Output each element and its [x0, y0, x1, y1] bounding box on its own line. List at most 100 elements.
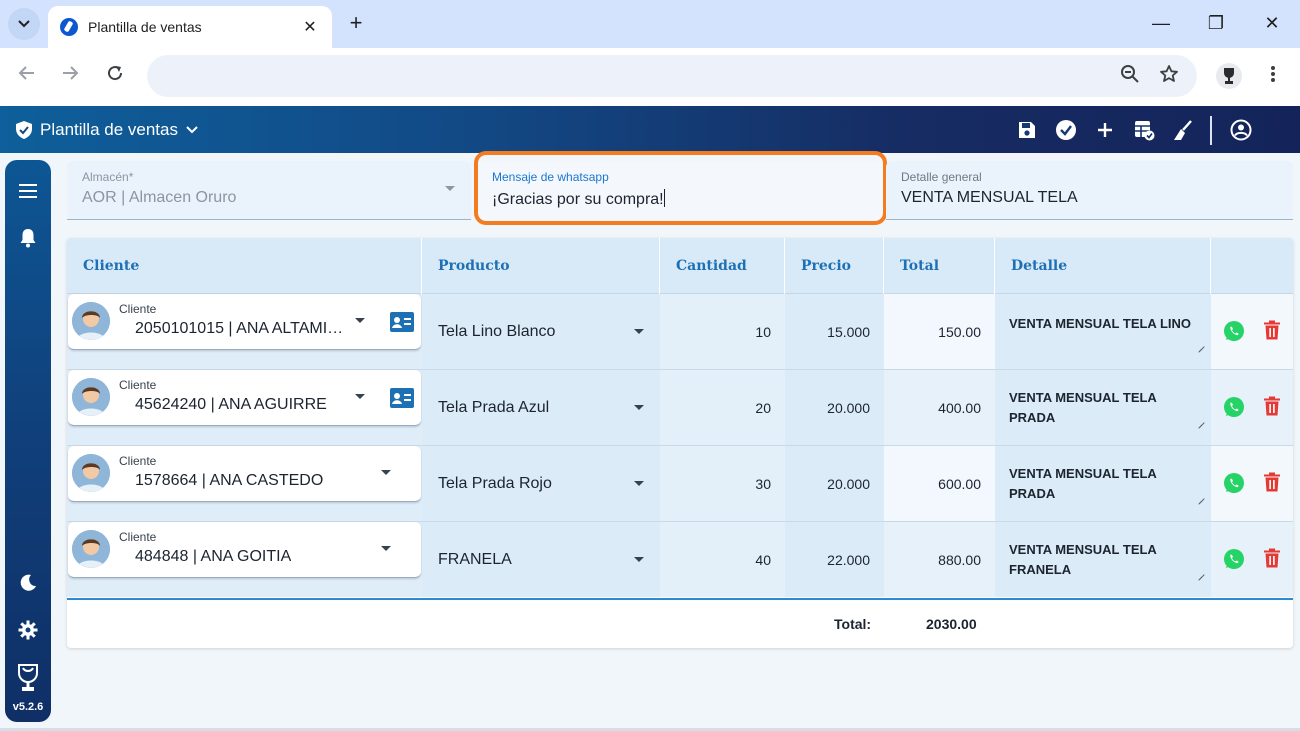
account-button[interactable] — [1228, 117, 1254, 143]
quantity-value: 40 — [755, 552, 771, 568]
almacen-select[interactable]: Almacén* AOR | Almacen Oruro — [67, 161, 471, 220]
trash-icon[interactable] — [1263, 320, 1281, 340]
whatsapp-icon[interactable] — [1223, 396, 1245, 418]
chevron-down-icon — [18, 20, 30, 28]
plus-icon — [1098, 123, 1112, 137]
resize-handle-icon[interactable] — [1193, 341, 1205, 353]
dropdown-arrow-icon — [634, 481, 644, 486]
quantity-input[interactable]: 40 — [660, 522, 785, 597]
quantity-input[interactable]: 20 — [660, 370, 785, 445]
address-bar[interactable] — [147, 55, 1197, 97]
resize-handle-icon[interactable] — [1193, 417, 1205, 429]
cell-actions — [1211, 522, 1293, 597]
extension-button[interactable] — [1216, 63, 1242, 89]
app-title-menu[interactable]: Plantilla de ventas — [16, 106, 198, 153]
detail-textarea[interactable]: VENTA MENSUAL TELA FRANELA — [995, 522, 1211, 597]
detail-textarea[interactable]: VENTA MENSUAL TELA PRADA — [995, 370, 1211, 445]
notifications-button[interactable] — [16, 226, 40, 250]
clean-button[interactable] — [1170, 117, 1196, 143]
trophy-icon — [1224, 68, 1234, 84]
save-icon — [1019, 122, 1035, 138]
client-select[interactable]: Cliente 45624240 | ANA AGUIRRE — [68, 370, 421, 426]
product-select[interactable]: Tela Prada Azul — [422, 370, 660, 445]
product-value: FRANELA — [438, 551, 512, 568]
shield-check-icon — [16, 120, 32, 139]
add-button[interactable] — [1092, 117, 1118, 143]
product-select[interactable]: Tela Prada Rojo — [422, 446, 660, 521]
menu-button[interactable] — [16, 179, 40, 203]
avatar — [72, 302, 110, 340]
quantity-value: 20 — [755, 400, 771, 416]
table-row: Cliente 2050101015 | ANA ALTAMIR... Tela… — [67, 294, 1293, 370]
detalle-general-field[interactable]: Detalle general VENTA MENSUAL TELA — [886, 161, 1293, 220]
avatar — [72, 530, 110, 568]
contact-card-icon[interactable] — [390, 388, 414, 408]
app-title: Plantilla de ventas — [40, 119, 178, 139]
cell-actions — [1211, 446, 1293, 521]
new-tab-button[interactable]: + — [349, 10, 363, 35]
checklist-button[interactable] — [1131, 117, 1157, 143]
detail-value: VENTA MENSUAL TELA LINO — [1009, 316, 1191, 331]
grand-total-value: 2030.00 — [926, 616, 977, 632]
focus-highlight — [474, 151, 887, 225]
zoom-button[interactable] — [1117, 64, 1143, 90]
dark-mode-button[interactable] — [16, 571, 40, 595]
cell-actions — [1211, 370, 1293, 445]
client-select[interactable]: Cliente 2050101015 | ANA ALTAMIR... — [68, 294, 421, 350]
detail-textarea[interactable]: VENTA MENSUAL TELA LINO — [995, 294, 1211, 369]
settings-button[interactable] — [16, 618, 40, 642]
browser-menu-button[interactable] — [1262, 63, 1284, 91]
detail-value: VENTA MENSUAL TELA PRADA — [1009, 466, 1157, 501]
client-label: Cliente — [119, 454, 157, 468]
quantity-input[interactable]: 10 — [660, 294, 785, 369]
more-vertical-icon — [1271, 66, 1275, 82]
tab-search-button[interactable] — [8, 8, 40, 40]
tab-close-button[interactable]: ✕ — [303, 19, 317, 36]
bookmark-button[interactable] — [1156, 64, 1182, 90]
quantity-input[interactable]: 30 — [660, 446, 785, 521]
dropdown-arrow-icon — [445, 186, 455, 191]
trash-icon[interactable] — [1263, 472, 1281, 492]
price-value: 15.000 — [827, 324, 870, 340]
product-select[interactable]: FRANELA — [422, 522, 660, 597]
price-value: 20.000 — [827, 476, 870, 492]
header-precio: Precio — [785, 238, 884, 294]
reload-icon — [108, 66, 123, 81]
browser-toolbar — [0, 48, 1300, 106]
detalle-general-label: Detalle general — [901, 170, 982, 184]
whatsapp-message-field[interactable]: Mensaje de whatsapp ¡Gracias por su comp… — [477, 161, 883, 220]
client-select[interactable]: Cliente 484848 | ANA GOITIA — [68, 522, 421, 578]
whatsapp-icon[interactable] — [1223, 548, 1245, 570]
dropdown-arrow-icon — [355, 318, 365, 323]
forward-button[interactable] — [56, 63, 84, 91]
reload-button[interactable] — [101, 63, 129, 91]
client-select[interactable]: Cliente 1578664 | ANA CASTEDO — [68, 446, 421, 502]
back-button[interactable] — [13, 63, 41, 91]
price-input[interactable]: 22.000 — [785, 522, 884, 597]
resize-handle-icon[interactable] — [1193, 493, 1205, 505]
confirm-button[interactable] — [1053, 117, 1079, 143]
cell-actions — [1211, 294, 1293, 369]
trash-icon[interactable] — [1263, 548, 1281, 568]
save-button[interactable] — [1014, 117, 1040, 143]
browser-tab[interactable]: Plantilla de ventas ✕ — [48, 6, 332, 48]
window-restore-button[interactable]: ❐ — [1207, 13, 1225, 33]
window-close-button[interactable]: ✕ — [1264, 13, 1280, 33]
avatar — [72, 378, 110, 416]
resize-handle-icon[interactable] — [1193, 569, 1205, 581]
app-favicon-icon — [60, 18, 78, 36]
whatsapp-icon[interactable] — [1223, 472, 1245, 494]
dropdown-arrow-icon — [381, 546, 391, 551]
table-header: Cliente Producto Cantidad Precio Total D… — [67, 238, 1293, 294]
price-input[interactable]: 15.000 — [785, 294, 884, 369]
broom-icon — [1174, 120, 1192, 140]
whatsapp-icon[interactable] — [1223, 320, 1245, 342]
window-minimize-button[interactable]: — — [1152, 13, 1170, 33]
contact-card-icon[interactable] — [390, 312, 414, 332]
trash-icon[interactable] — [1263, 396, 1281, 416]
price-input[interactable]: 20.000 — [785, 370, 884, 445]
table-row: Cliente 1578664 | ANA CASTEDO Tela Prada… — [67, 446, 1293, 522]
detail-textarea[interactable]: VENTA MENSUAL TELA PRADA — [995, 446, 1211, 521]
price-input[interactable]: 20.000 — [785, 446, 884, 521]
product-select[interactable]: Tela Lino Blanco — [422, 294, 660, 369]
